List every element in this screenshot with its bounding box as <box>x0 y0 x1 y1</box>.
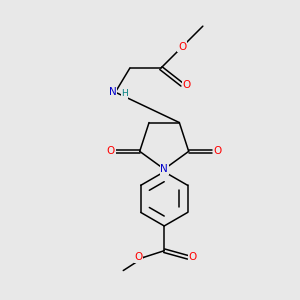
Text: O: O <box>135 252 143 262</box>
Text: O: O <box>178 42 186 52</box>
Text: O: O <box>213 146 222 156</box>
Text: N: N <box>109 87 117 97</box>
Text: O: O <box>183 80 191 90</box>
Text: H: H <box>121 89 128 98</box>
Text: N: N <box>160 164 168 174</box>
Text: O: O <box>107 146 115 156</box>
Text: O: O <box>189 252 197 262</box>
